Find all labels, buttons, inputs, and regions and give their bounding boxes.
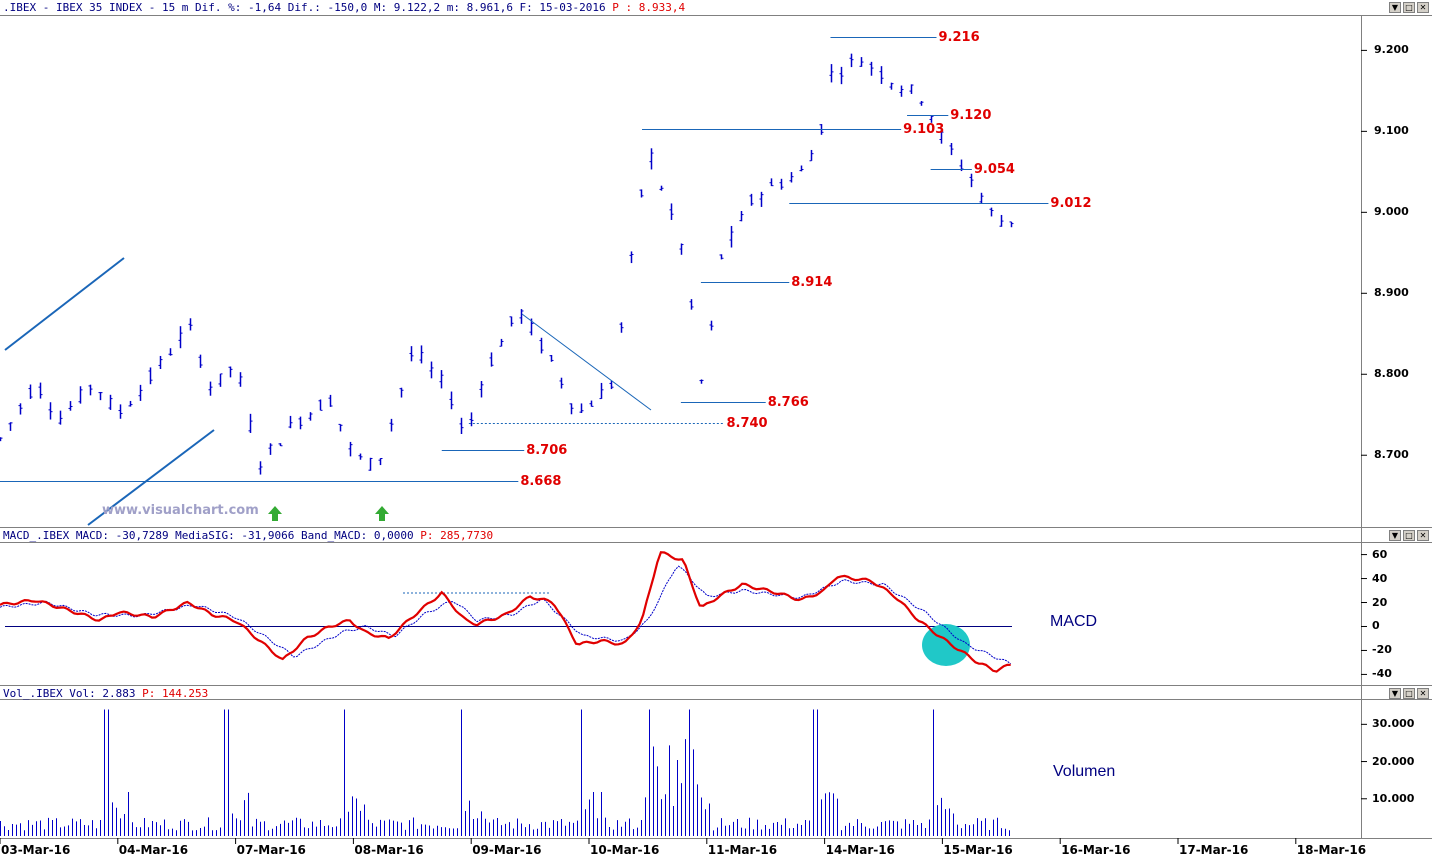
macd-ytick-label: 40 (1372, 571, 1388, 585)
vol-close-button[interactable]: ✕ (1417, 688, 1429, 699)
volume-ytick-label: 20.000 (1372, 754, 1415, 768)
macd-ytick-label: 20 (1372, 595, 1388, 609)
price-ytick-label: 8.800 (1374, 367, 1409, 381)
main-maximize-button[interactable]: □ (1403, 2, 1415, 13)
trend-line-down (521, 313, 652, 411)
macd-close-button[interactable]: ✕ (1417, 530, 1429, 541)
main-price-text: P : 8.933,4 (612, 1, 686, 14)
price-candles (0, 53, 1014, 475)
macd-line (0, 551, 1011, 673)
volume-ytick-label: 30.000 (1372, 717, 1415, 731)
axes (0, 49, 1367, 844)
green-up-arrow-icon (268, 506, 282, 521)
level-label: 9.216 (938, 29, 980, 45)
level-label: 8.914 (791, 274, 833, 290)
level-label: 9.012 (1050, 195, 1092, 211)
volume-ytick-label: 10.000 (1372, 791, 1415, 805)
x-tick-label: 08-Mar-16 (354, 843, 424, 857)
macd-panel-title: MACD_.IBEX MACD: -30,7289 MediaSIG: -31,… (3, 529, 493, 542)
price-ytick-label: 9.100 (1374, 124, 1409, 138)
macd-minimize-button[interactable]: ▼ (1389, 530, 1401, 541)
x-tick-label: 09-Mar-16 (472, 843, 542, 857)
macd-ytick-label: 0 (1372, 619, 1380, 633)
trend-line-lower (87, 429, 215, 526)
macd-lines (0, 551, 1012, 673)
arrows (268, 506, 389, 521)
x-tick-label: 03-Mar-16 (1, 843, 71, 857)
vol-maximize-button[interactable]: □ (1403, 688, 1415, 699)
vol-title-text: Vol_.IBEX Vol: 2.883 (3, 687, 136, 700)
macd-title-text: MACD_.IBEX MACD: -30,7289 MediaSIG: -31,… (3, 529, 414, 542)
volume-bars (0, 709, 1010, 836)
x-tick-label: 04-Mar-16 (118, 843, 189, 857)
x-tick-label: 14-Mar-16 (825, 843, 895, 857)
x-tick-label: 17-Mar-16 (1179, 843, 1249, 857)
volume-panel-label: Volumen (1053, 763, 1116, 780)
level-label: 9.103 (903, 121, 945, 137)
x-tick-label: 18-Mar-16 (1296, 843, 1367, 857)
level-label: 8.668 (520, 473, 562, 489)
x-tick-label: 11-Mar-16 (707, 843, 778, 857)
main-panel-title: .IBEX - IBEX 35 INDEX - 15 m Dif. %: -1,… (3, 1, 685, 14)
price-ytick-label: 8.700 (1374, 448, 1409, 462)
main-title-text: .IBEX - IBEX 35 INDEX - 15 m Dif. %: -1,… (3, 1, 606, 14)
x-tick-label: 15-Mar-16 (943, 843, 1013, 857)
panel-frames (0, 15, 1432, 839)
green-up-arrow-icon (375, 506, 389, 521)
watermark-text: www.visualchart.com (102, 503, 259, 518)
x-tick-label: 07-Mar-16 (236, 843, 306, 857)
macd-maximize-button[interactable]: □ (1403, 530, 1415, 541)
vol-minimize-button[interactable]: ▼ (1389, 688, 1401, 699)
macd-ytick-label: -20 (1372, 643, 1392, 657)
vol-panel-title: Vol_.IBEX Vol: 2.883 P: 144.253 (3, 687, 208, 700)
macd-ytick-label: -40 (1372, 667, 1392, 681)
x-tick-label: 16-Mar-16 (1061, 843, 1131, 857)
macd-panel-label: MACD (1050, 613, 1098, 630)
level-label: 9.120 (950, 107, 992, 123)
support-resistance-lines (0, 37, 1049, 482)
trend-line-upper (4, 257, 125, 351)
price-ytick-label: 8.900 (1374, 286, 1409, 300)
macd-price-text: P: 285,7730 (420, 529, 494, 542)
main-close-button[interactable]: ✕ (1417, 2, 1429, 13)
level-label: 8.740 (726, 415, 768, 431)
price-ytick-label: 9.000 (1374, 205, 1409, 219)
level-label: 8.706 (526, 442, 568, 458)
vol-price-text: P: 144.253 (142, 687, 209, 700)
price-ytick-label: 9.200 (1374, 43, 1409, 57)
macd-ytick-label: 60 (1372, 547, 1388, 561)
macd-crossover-highlight (922, 624, 970, 666)
main-minimize-button[interactable]: ▼ (1389, 2, 1401, 13)
level-label: 9.054 (973, 161, 1015, 177)
trend-lines (4, 257, 652, 594)
x-tick-label: 10-Mar-16 (590, 843, 660, 857)
level-label: 8.766 (767, 394, 809, 410)
macd-signal-line (0, 565, 1012, 665)
